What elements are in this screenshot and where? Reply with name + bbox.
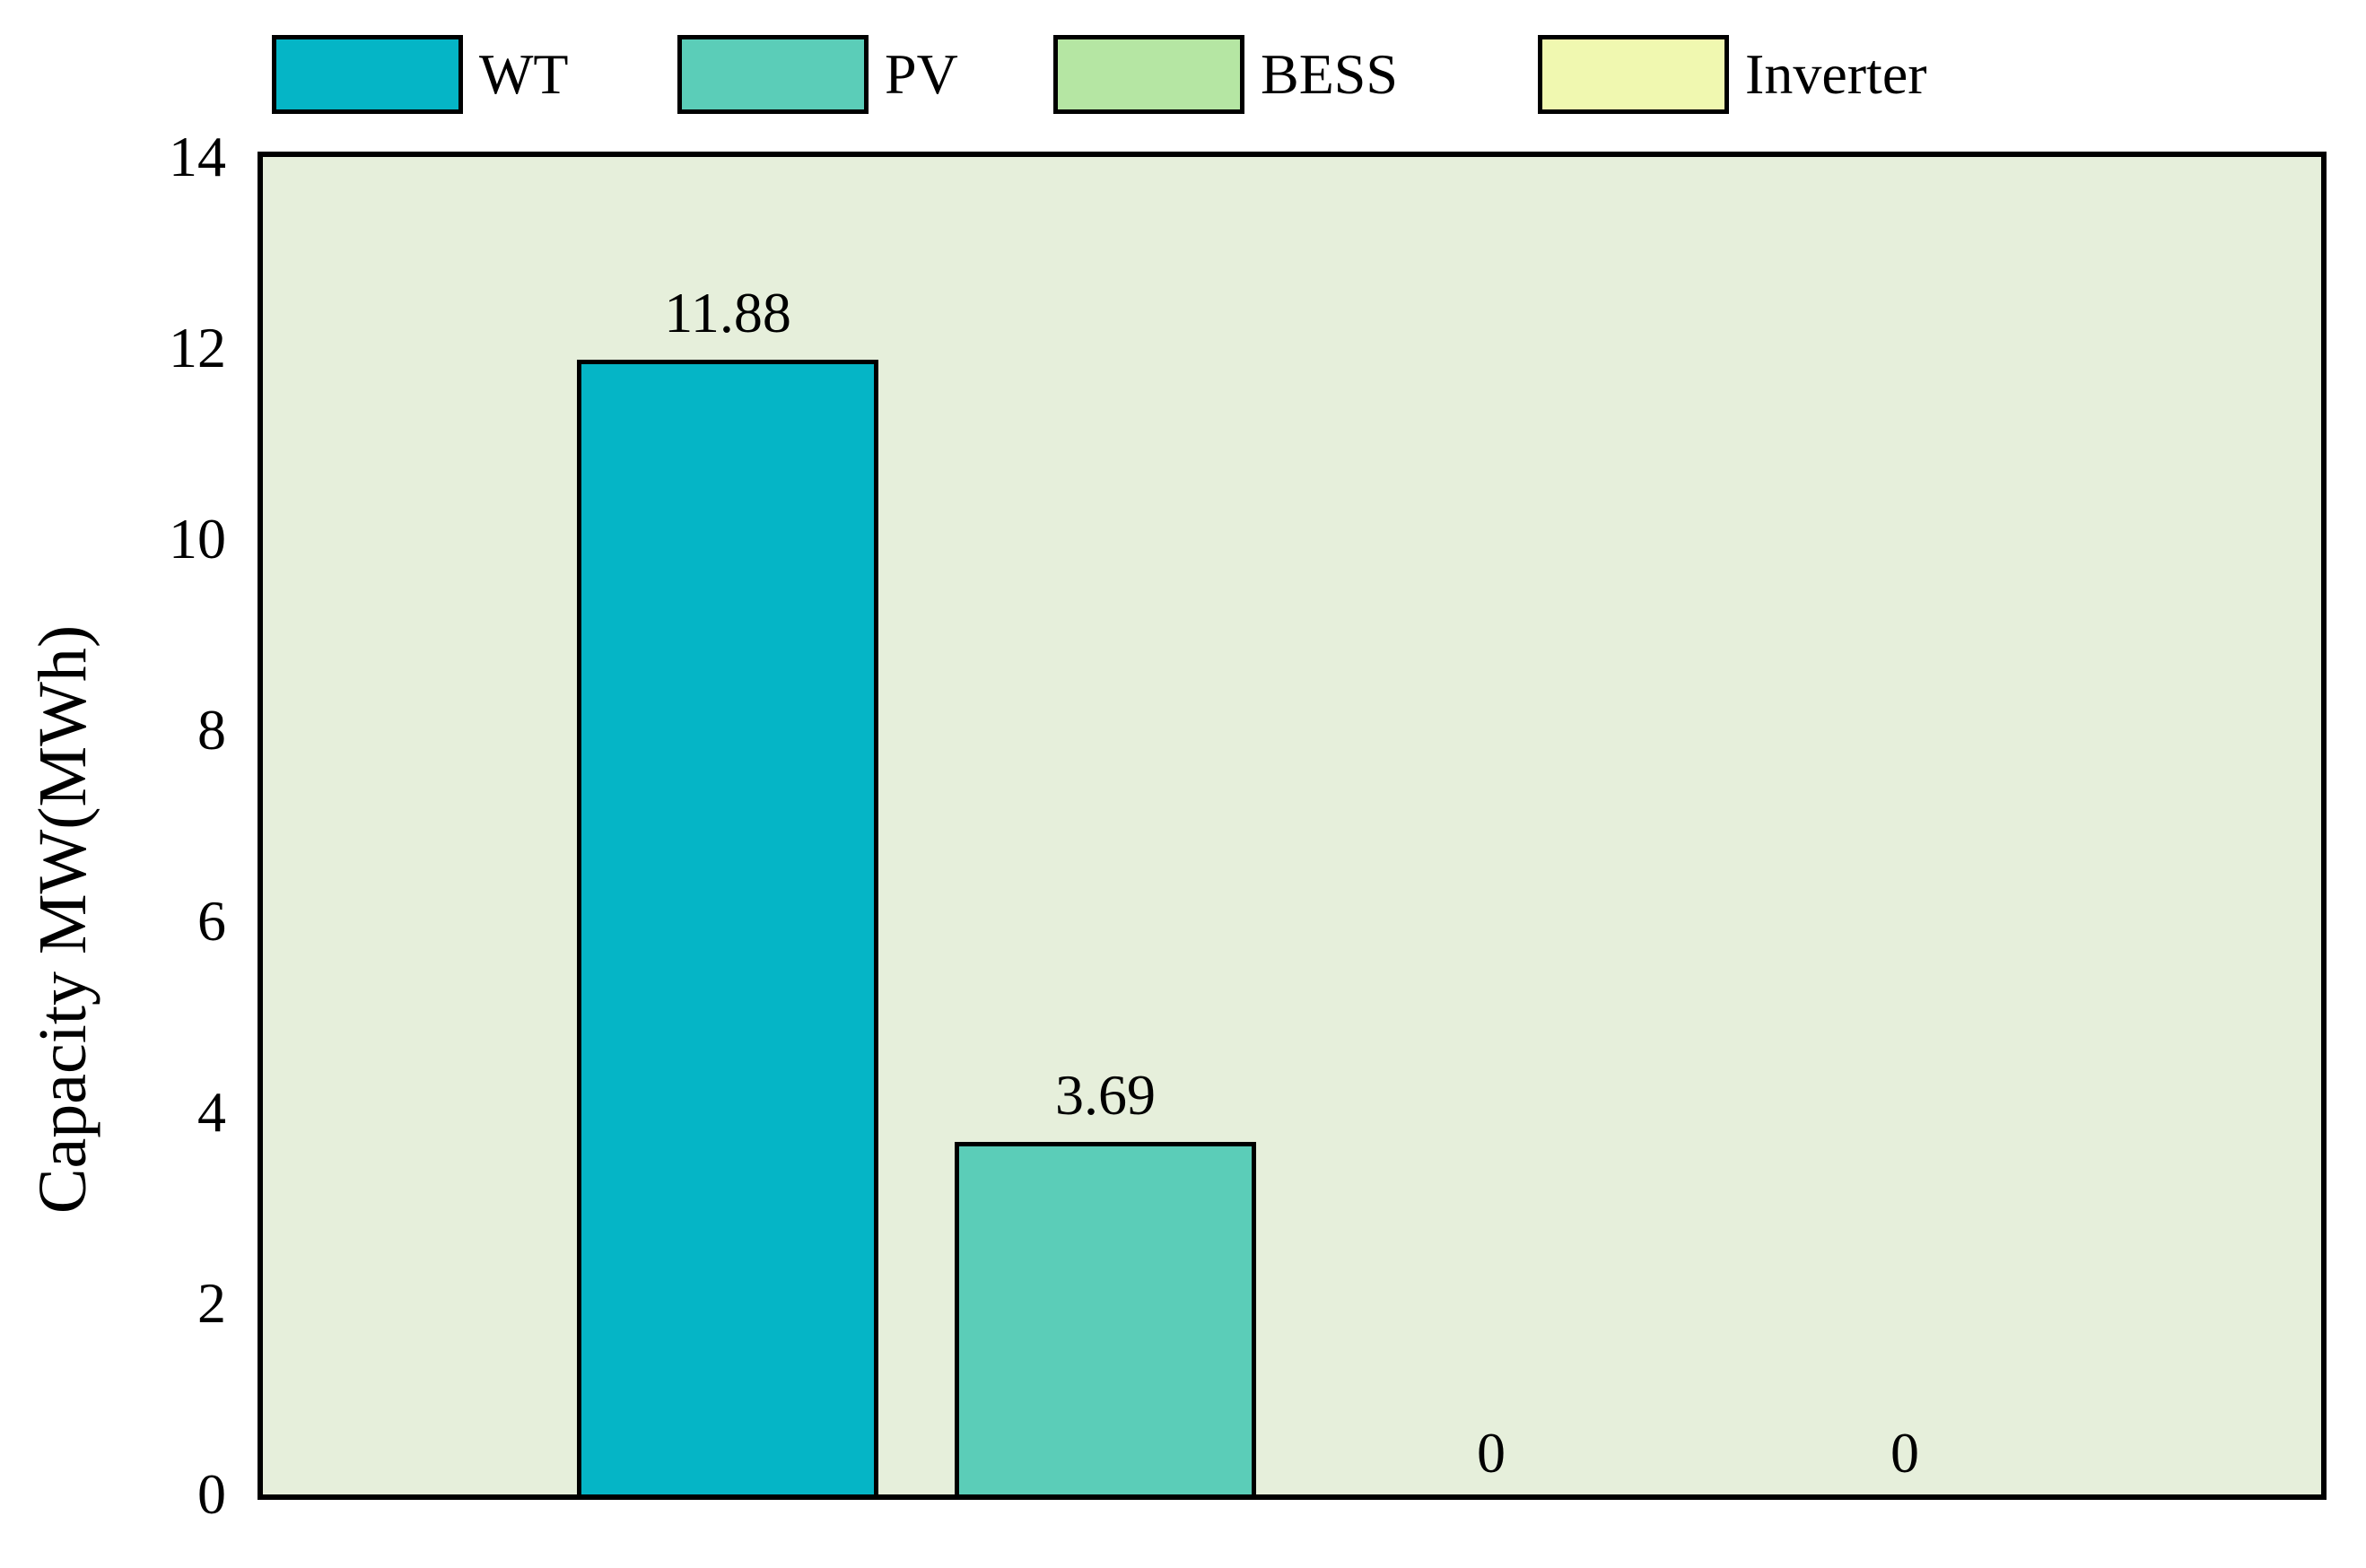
bar-value-label-wt: 11.88 [664,281,791,344]
legend-swatch-inverter [1538,35,1729,114]
bar-wt [577,360,878,1494]
legend-item-inverter: Inverter [1538,32,1927,117]
bar-value-label-pv: 3.69 [1055,1063,1156,1127]
y-tick-label-8: 8 [197,698,226,762]
bar-pv [955,1142,1256,1494]
legend-item-wt: WT [272,32,569,117]
legend-label-bess: BESS [1261,42,1398,106]
legend-item-bess: BESS [1053,32,1398,117]
legend-swatch-bess [1053,35,1244,114]
legend-label-pv: PV [885,42,958,106]
y-tick-label-2: 2 [197,1271,226,1335]
legend-label-inverter: Inverter [1745,42,1927,106]
y-tick-label-12: 12 [169,316,226,379]
plot-area: 11.88 3.69 0 0 [258,152,2327,1500]
y-tick-label-0: 0 [197,1462,226,1526]
legend-label-wt: WT [479,42,569,106]
y-tick-label-10: 10 [169,507,226,571]
bar-value-label-bess: 0 [1477,1421,1506,1485]
bar-value-label-inverter: 0 [1890,1421,1919,1485]
legend-item-pv: PV [677,32,958,117]
legend-swatch-wt [272,35,463,114]
legend-swatch-pv [677,35,869,114]
y-tick-label-6: 6 [197,889,226,953]
y-tick-label-4: 4 [197,1080,226,1144]
y-tick-label-14: 14 [169,125,226,188]
